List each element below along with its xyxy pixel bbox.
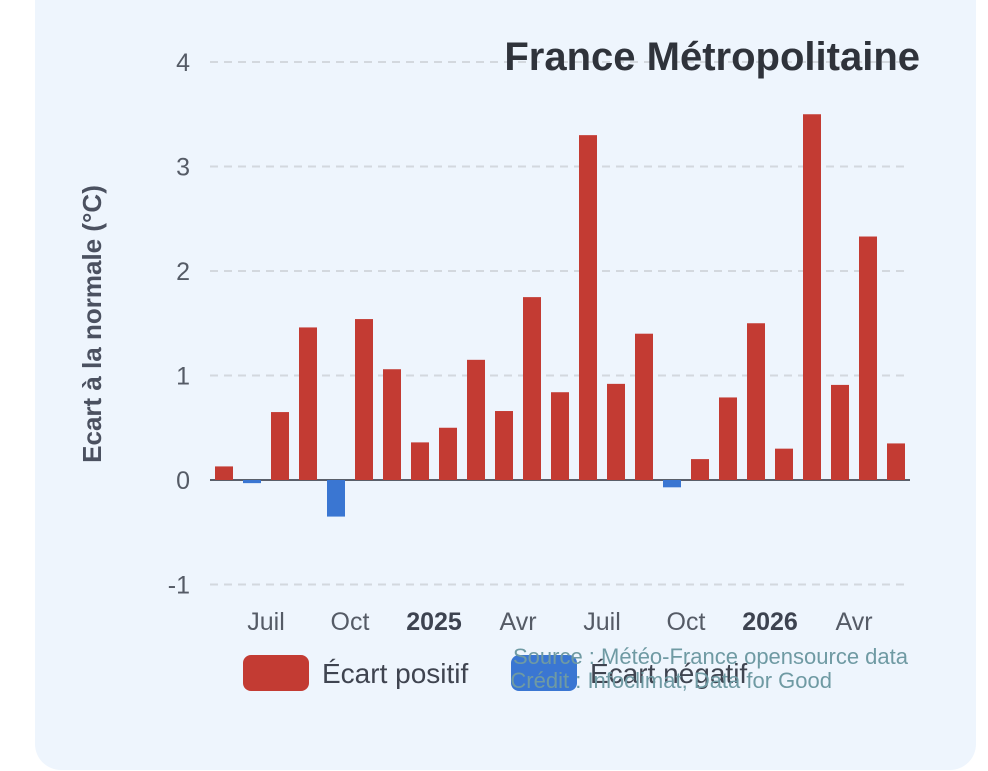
x-tick-label: Oct	[331, 608, 370, 636]
x-tick-label: Juil	[247, 608, 285, 636]
y-tick-label: 1	[176, 363, 190, 391]
bar-positive	[579, 135, 597, 480]
x-tick-label: Avr	[499, 608, 536, 636]
bar-positive	[831, 384, 849, 480]
bar-positive	[215, 466, 233, 480]
bar-positive	[775, 448, 793, 480]
bar-negative	[327, 480, 345, 517]
legend-swatch-positive	[243, 655, 309, 691]
y-tick-label: 4	[176, 49, 190, 77]
bar-positive	[495, 411, 513, 480]
bar-positive	[635, 333, 653, 480]
bar-positive	[887, 443, 905, 480]
x-tick-label: Juil	[583, 608, 621, 636]
bar-positive	[803, 114, 821, 480]
legend-label-positive: Écart positif	[322, 658, 468, 689]
bar-positive	[859, 236, 877, 480]
bar-positive	[691, 459, 709, 480]
x-tick-label: 2025	[406, 608, 462, 636]
bar-positive	[299, 327, 317, 480]
bar-positive	[523, 297, 541, 480]
bar-positive	[271, 412, 289, 480]
y-tick-label: 2	[176, 258, 190, 286]
bar-positive	[607, 383, 625, 480]
legend-label-negative: Écart négatif	[590, 658, 747, 689]
y-axis-label: Ecart à la normale (°C)	[77, 185, 107, 463]
bar-positive	[355, 319, 373, 480]
bar-positive	[467, 359, 485, 480]
source-credit: Source : Météo-France opensource data Cr…	[510, 644, 908, 693]
source-line: Source : Météo-France opensource data	[513, 644, 909, 669]
bar-negative	[243, 480, 261, 484]
x-axis-ticks: Juil Oct 2025 Avr Juil Oct 2026 Avr	[247, 608, 872, 636]
bar-positive	[411, 442, 429, 480]
y-tick-label: 0	[176, 467, 190, 495]
y-tick-label: -1	[168, 572, 190, 600]
credit-line: Crédit : Infoclimat, Data for Good	[510, 668, 832, 693]
bar-positive	[439, 427, 457, 480]
y-tick-label: 3	[176, 154, 190, 182]
x-tick-label: 2026	[742, 608, 798, 636]
legend-swatch-negative	[511, 655, 577, 691]
bar-positive	[719, 397, 737, 480]
bar-positive	[551, 392, 569, 480]
x-tick-label: Avr	[835, 608, 872, 636]
bar-positive	[747, 323, 765, 480]
x-tick-label: Oct	[667, 608, 706, 636]
bars	[215, 114, 905, 517]
bar-negative	[663, 480, 681, 488]
legend: Écart positif Écart négatif	[243, 655, 747, 691]
y-axis-ticks: -1 0 1 2 3 4	[168, 49, 190, 600]
bar-positive	[383, 369, 401, 480]
chart-title: France Métropolitaine	[504, 35, 920, 79]
